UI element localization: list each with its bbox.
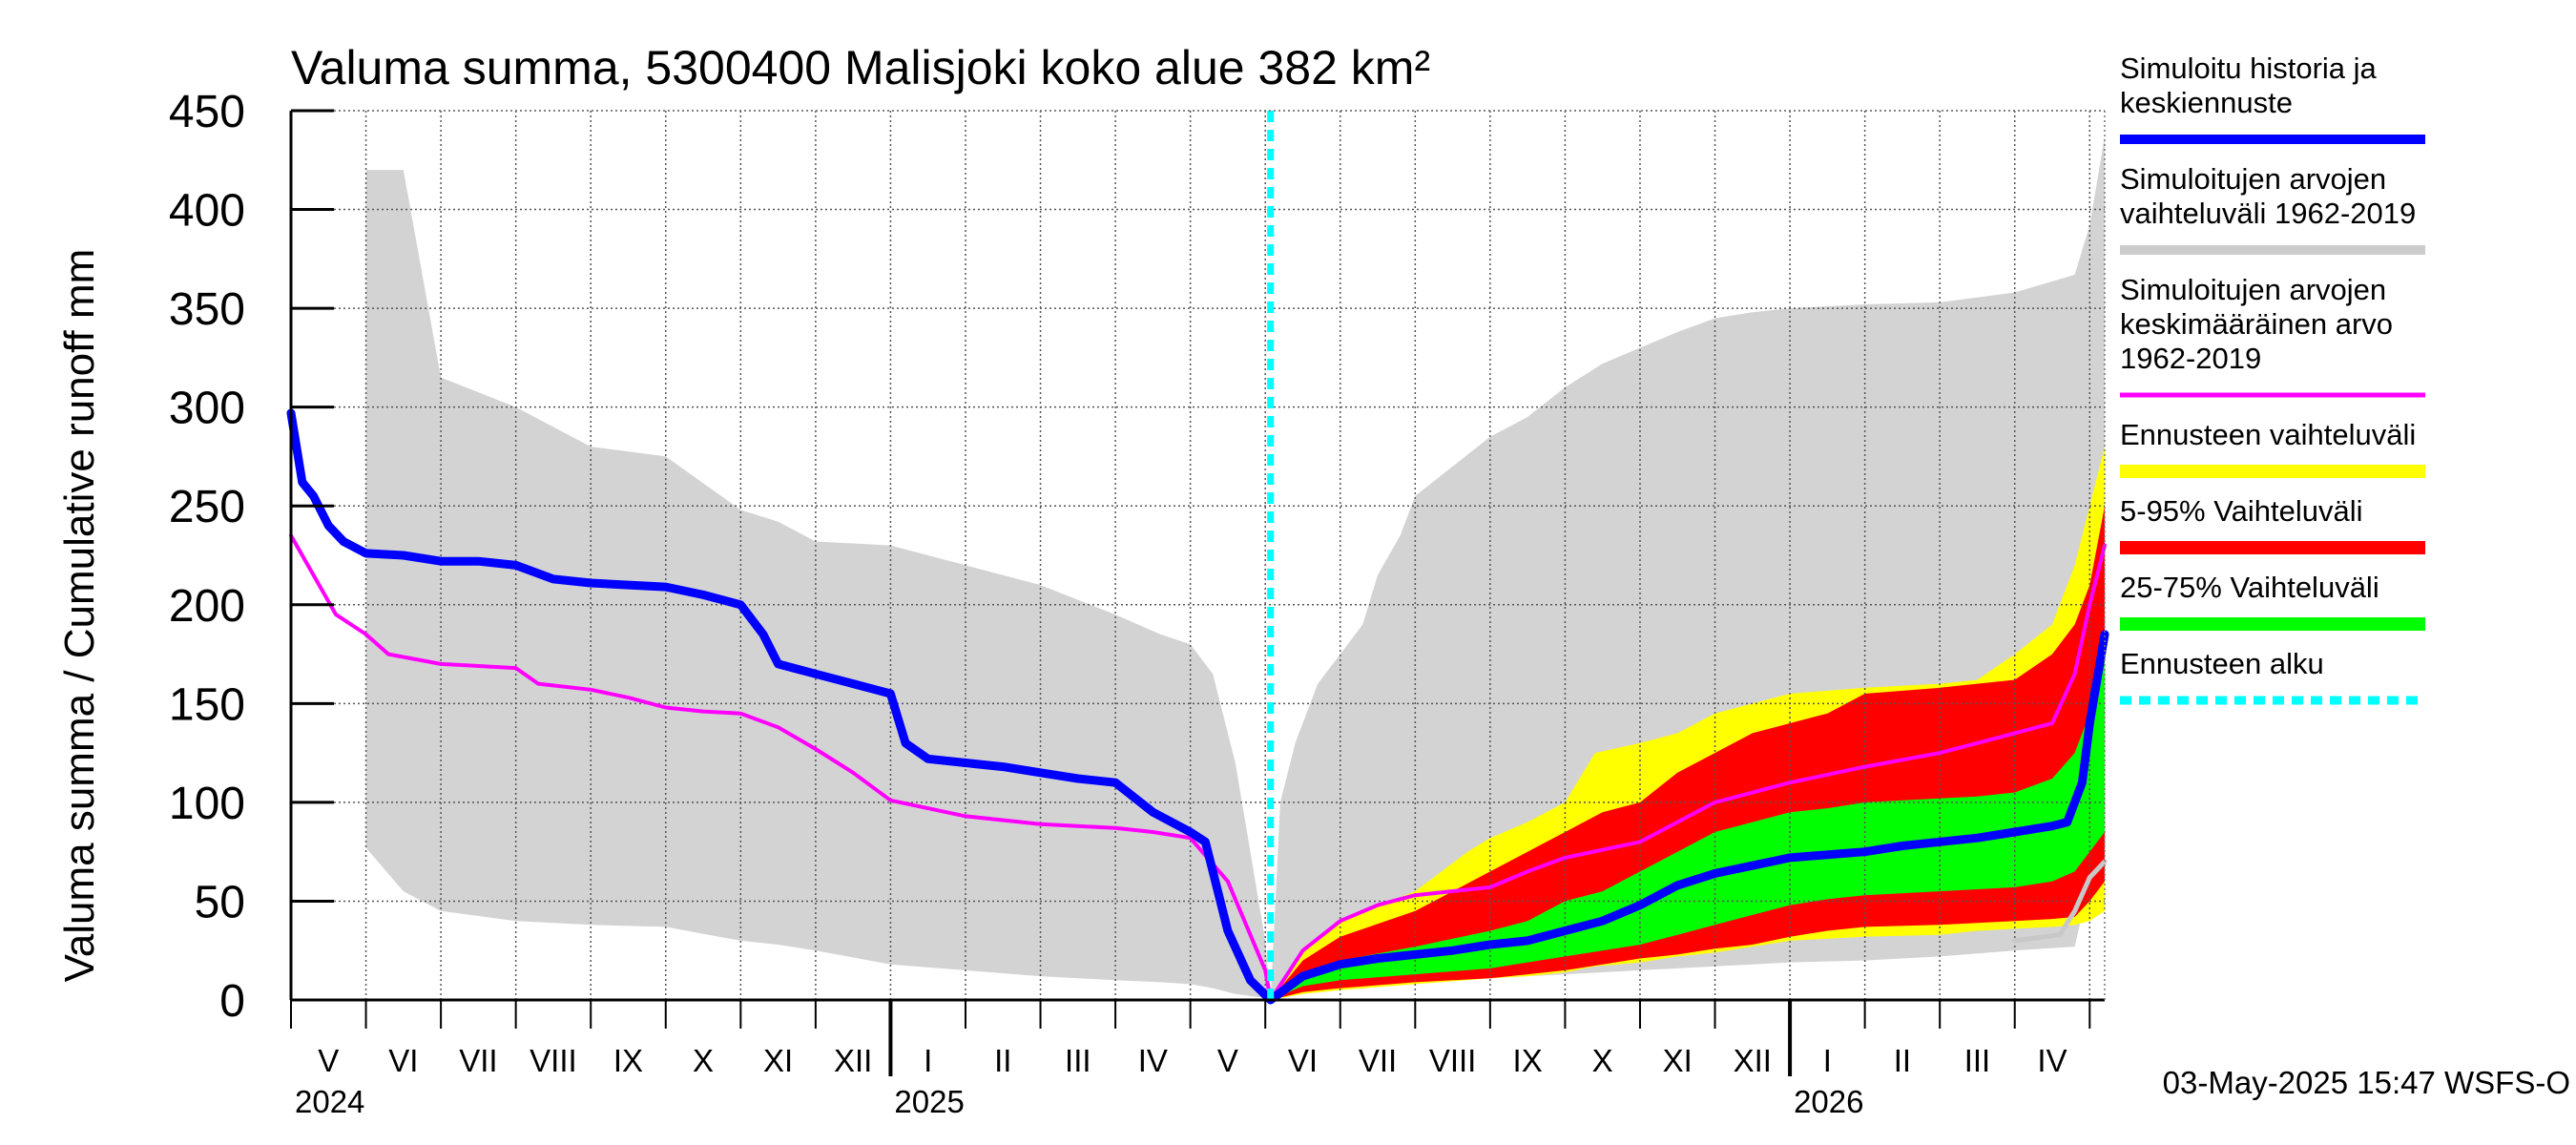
y-tick-label: 350 (169, 284, 245, 335)
month-label: IV (2037, 1043, 2067, 1078)
y-tick-label: 150 (169, 679, 245, 730)
month-label: IX (1513, 1043, 1543, 1078)
series-line-1 (286, 408, 2109, 1005)
month-label: XII (1734, 1043, 1772, 1078)
legend-label: vaihteluväli 1962-2019 (2120, 197, 2416, 230)
year-label: 2026 (1794, 1084, 1863, 1119)
month-label: IV (1138, 1043, 1168, 1078)
y-tick-label: 200 (169, 581, 245, 632)
series-line-2 (2012, 859, 2108, 944)
legend-label: keskiennuste (2120, 86, 2293, 119)
series-line-layer (286, 111, 2109, 1005)
year-label: 2024 (295, 1084, 364, 1119)
y-axis-label: Valuma summa / Cumulative runoff mm (56, 249, 103, 983)
month-label: II (994, 1043, 1011, 1078)
month-label: I (1823, 1043, 1832, 1078)
legend-label: Ennusteen vaihteluväli (2120, 418, 2416, 451)
legend-label: 1962-2019 (2120, 342, 2261, 375)
footer-timestamp: 03-May-2025 15:47 WSFS-O (2163, 1065, 2570, 1100)
month-label: VIII (530, 1043, 577, 1078)
legend-label: Ennusteen alku (2120, 647, 2324, 680)
month-label: VI (1288, 1043, 1318, 1078)
month-label: VI (388, 1043, 418, 1078)
month-label: V (1217, 1043, 1238, 1078)
month-label: VII (1359, 1043, 1397, 1078)
month-label: VII (459, 1043, 497, 1078)
y-tick-label: 50 (195, 877, 245, 927)
y-tick-label: 400 (169, 186, 245, 237)
month-label: II (1894, 1043, 1911, 1078)
month-label: I (924, 1043, 932, 1078)
month-label: III (1964, 1043, 1991, 1078)
month-label: V (318, 1043, 339, 1078)
month-label: III (1065, 1043, 1091, 1078)
legend-label: Simuloitujen arvojen (2120, 162, 2386, 196)
month-label: X (693, 1043, 714, 1078)
month-label: X (1592, 1043, 1613, 1078)
legend-label: Simuloitu historia ja (2120, 52, 2378, 85)
year-label: 2025 (894, 1084, 964, 1119)
legend-label: 5-95% Vaihteluväli (2120, 494, 2362, 528)
legend-label: Simuloitujen arvojen (2120, 273, 2386, 306)
y-tick-label: 0 (219, 976, 245, 1027)
band-layer (365, 135, 2106, 1001)
month-label: XI (763, 1043, 793, 1078)
chart-title: Valuma summa, 5300400 Malisjoki koko alu… (291, 41, 1430, 94)
y-tick-label: 100 (169, 779, 245, 829)
grid-layer (291, 110, 2105, 1000)
month-label: VIII (1429, 1043, 1477, 1078)
y-tick-label: 250 (169, 482, 245, 532)
month-label: IX (613, 1043, 643, 1078)
y-tick-label: 300 (169, 384, 245, 434)
month-label: XII (834, 1043, 872, 1078)
y-tick-label: 450 (169, 87, 245, 137)
legend-label: keskimääräinen arvo (2120, 307, 2393, 341)
legend-label: 25-75% Vaihteluväli (2120, 571, 2379, 604)
month-label: XI (1663, 1043, 1693, 1078)
